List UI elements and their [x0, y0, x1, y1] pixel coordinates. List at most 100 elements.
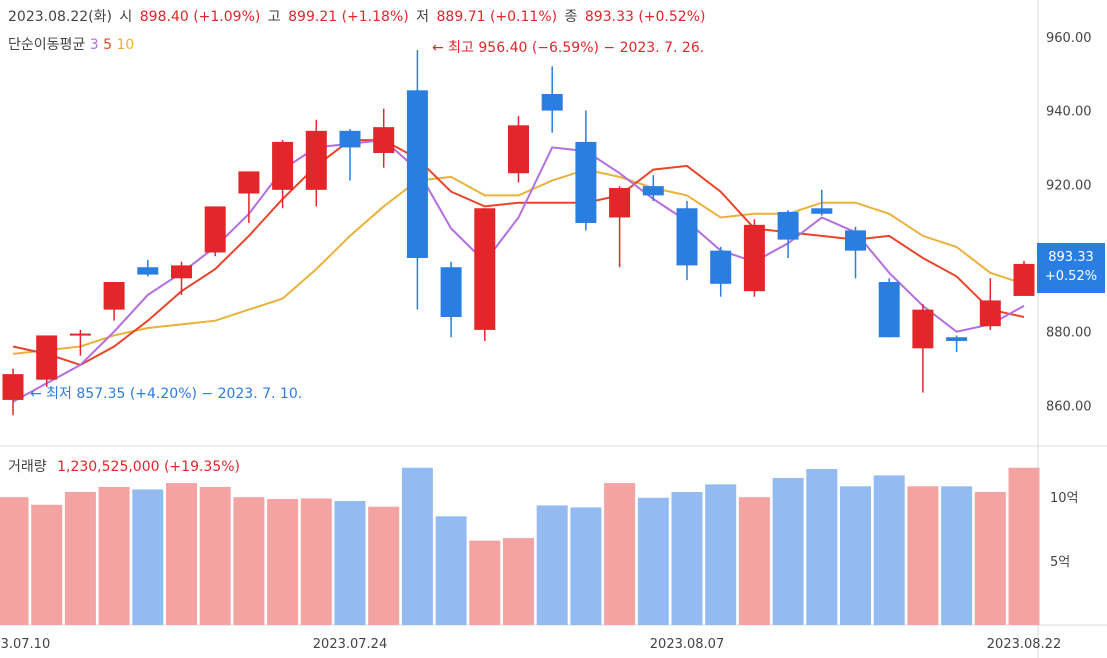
- volume-bar: [334, 500, 366, 625]
- volume-bar: [604, 483, 636, 625]
- candle: [1013, 260, 1035, 296]
- volume-bar: [536, 505, 568, 625]
- candle: [912, 304, 934, 393]
- candle-body: [710, 250, 732, 284]
- open-label: 시: [119, 9, 133, 25]
- candle-body: [609, 187, 631, 218]
- open-value: 898.40 (+1.09%): [139, 9, 261, 25]
- candle: [777, 210, 799, 259]
- volume-bar: [671, 492, 703, 625]
- candle: [69, 329, 91, 356]
- last-price-value: 893.33: [1048, 250, 1094, 265]
- candle-body: [238, 171, 260, 194]
- candle: [474, 208, 496, 341]
- volume-bar: [637, 497, 669, 625]
- candle-body: [743, 224, 765, 292]
- ma10-line: [12, 168, 1025, 355]
- candle-body: [777, 211, 799, 240]
- candle-body: [69, 333, 91, 336]
- volume-bar: [705, 484, 737, 625]
- volume-bar: [974, 492, 1006, 625]
- candle: [238, 171, 260, 223]
- price-tick-label: 860.00: [1046, 399, 1092, 414]
- candle: [272, 140, 294, 209]
- ma10-legend: 10: [116, 37, 135, 53]
- candle: [373, 108, 395, 168]
- candle-body: [137, 267, 159, 275]
- ma5-legend: 5: [103, 37, 113, 53]
- candle: [440, 261, 462, 338]
- price-tick-label: 940.00: [1046, 105, 1092, 120]
- volume-bar: [300, 498, 332, 625]
- candle-body: [474, 208, 496, 330]
- candle-body: [339, 130, 361, 148]
- candle: [103, 281, 125, 321]
- volume-tick-label: 5억: [1050, 555, 1070, 570]
- volume-legend-value: 1,230,525,000 (+19.35%): [57, 459, 241, 475]
- candle: [642, 175, 664, 201]
- volume-bar: [941, 486, 973, 625]
- volume-bar: [907, 486, 939, 625]
- header-date: 2023.08.22(화): [8, 9, 112, 25]
- volume-bar: [435, 516, 467, 625]
- ma3-legend: 3: [89, 37, 99, 53]
- time-tick-label: 2023.08.07: [650, 637, 724, 652]
- volume-bar: [772, 477, 804, 625]
- volume-bar: [738, 497, 770, 625]
- candle-body: [373, 127, 395, 153]
- candle-body: [103, 281, 125, 310]
- volume-bar: [98, 486, 130, 625]
- candle: [406, 50, 428, 310]
- last-price-change: +0.52%: [1044, 269, 1098, 284]
- volume-legend: 거래량 1,230,525,000 (+19.35%): [8, 456, 240, 476]
- volume-bar: [0, 497, 29, 625]
- candle-body: [946, 337, 968, 341]
- candle: [575, 110, 597, 231]
- volume-bar: [267, 499, 299, 625]
- candle: [137, 259, 159, 277]
- candle: [676, 200, 698, 281]
- volume-bar: [806, 469, 838, 625]
- candle-body: [171, 265, 192, 279]
- low-label: 저: [416, 9, 430, 25]
- time-tick-label: 2023.07.24: [313, 637, 387, 652]
- candle: [979, 278, 1001, 330]
- volume-bar: [31, 504, 63, 625]
- volume-bar: [873, 475, 905, 625]
- candle-body: [878, 281, 900, 338]
- candle-body: [508, 125, 529, 174]
- candle-body: [406, 90, 428, 259]
- low-annotation: ← 최저 857.35 (+4.20%) − 2023. 7. 10.: [30, 386, 302, 402]
- high-annotation: ← 최고 956.40 (−6.59%) − 2023. 7. 26.: [432, 40, 704, 56]
- candle: [845, 226, 866, 279]
- high-label: 고: [267, 9, 281, 25]
- volume-bar: [570, 507, 602, 625]
- volume-bar: [469, 540, 501, 625]
- close-label: 종: [564, 9, 578, 25]
- candle: [171, 261, 192, 295]
- volume-bar: [503, 538, 534, 625]
- candle-body: [575, 141, 597, 223]
- candle: [2, 368, 24, 416]
- time-tick-label: 2023.07.10: [0, 637, 50, 652]
- candle-body: [1013, 263, 1035, 296]
- price-tick-label: 920.00: [1046, 178, 1092, 193]
- candle-body: [272, 141, 294, 190]
- volume-bar: [1008, 467, 1040, 625]
- volume-bar: [132, 489, 164, 625]
- candle-body: [642, 186, 664, 196]
- candle-body: [811, 208, 833, 214]
- volume-legend-label: 거래량: [8, 459, 47, 475]
- candlesticks: [2, 50, 1035, 416]
- volume-bar: [199, 486, 231, 625]
- candle-body: [676, 208, 698, 266]
- price-tick-label: 880.00: [1046, 326, 1092, 341]
- candle-body: [440, 267, 462, 317]
- ma-legend: 단순이동평균 3 5 10: [8, 34, 134, 54]
- volume-bar: [368, 506, 400, 625]
- candle-body: [2, 374, 24, 400]
- candle-body: [912, 309, 934, 349]
- close-value: 893.33 (+0.52%): [584, 9, 706, 25]
- candle: [609, 186, 631, 268]
